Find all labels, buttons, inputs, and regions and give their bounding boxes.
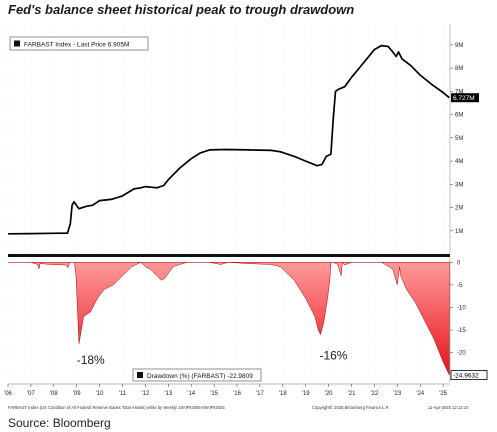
chart-canvas: 1M 2M 3M 4M 5M 6M 7M 8M 9M FARBAST Index - Last … [4,22,488,410]
bottom-legend-label: Drawdown (%) (FARBAST) -22.9809 [147,373,253,380]
x-tick-label: '18 [279,391,287,397]
x-tick-label: '07 [27,391,35,397]
bottom-tick-label: -5 [457,283,463,289]
drawdown-area [8,261,450,376]
bottom-legend-box [132,368,262,382]
x-axis: '06 '07 '08 '09 '10 '11 '12 '13 '14 '15 '16 '17 '18 '… [4,384,448,397]
bottom-legend-swatch [137,372,143,378]
top-plot-area [8,22,450,254]
x-tick-label: '21 [348,391,356,397]
x-tick-label: '24 [416,391,424,397]
bottom-last-value-tag: -24.9632 [450,370,488,380]
bottom-tick-label: -20 [457,351,466,357]
top-last-value-text: 6.727M [453,95,475,102]
top-tick-label: 6M [455,113,463,119]
top-legend: FARBAST Index - Last Price 6.905M [9,36,149,51]
x-tick-label: '22 [371,391,379,397]
bottom-y-ticks: 0 -5 -10 -15 -20 [450,260,466,357]
top-last-value-box [451,93,479,103]
x-tick-label: '23 [393,391,401,397]
bottom-last-value-box [450,370,488,380]
top-tick-label: 4M [455,159,463,165]
chart-title: Fed's balance sheet historical peak to t… [8,2,355,17]
x-tick-label: '15 [210,391,218,397]
bottom-tick-label: -15 [457,328,466,334]
x-tick-label: '12 [141,391,149,397]
drawdown-panel: 0 -5 -10 -15 -20 -18% -16% Drawdown (%) (FARB… [7,258,488,382]
x-tick-label: '14 [187,391,195,397]
bottom-last-value-text: -24.9632 [453,372,479,379]
top-legend-box [9,36,149,51]
bottom-tick-label: 0 [457,260,461,266]
x-tick-label: '19 [302,391,310,397]
top-tick-label: 2M [455,206,463,212]
x-tick-label: '13 [164,391,172,397]
x-tick-label: '09 [73,391,81,397]
bottom-legend: Drawdown (%) (FARBAST) -22.9809 [132,368,262,382]
top-legend-swatch [14,40,20,47]
top-tick-label: 9M [455,43,463,49]
x-tick-label: '10 [96,391,104,397]
drawdown-annotation: -16% [319,348,347,362]
x-tick-label: '16 [233,391,241,397]
top-legend-label: FARBAST Index - Last Price 6.905M [24,42,129,49]
x-tick-label: '20 [325,391,333,397]
bottom-vertical-gridlines [7,260,444,382]
bottom-tick-label: -10 [457,305,466,311]
top-tick-label: 8M [455,66,463,72]
top-tick-label: 3M [455,182,463,188]
top-y-ticks: 1M 2M 3M 4M 5M 6M 7M 8M 9M [450,43,463,235]
top-last-value-tag: 6.727M [451,93,479,103]
top-tick-label: 1M [455,229,463,235]
footer-right: 11-Apr-2025 12:12:10 [428,405,469,410]
x-tick-label: '17 [256,391,264,397]
top-tick-label: 5M [455,136,463,142]
balance-sheet-line [7,44,450,235]
x-tick-label: '25 [439,391,447,397]
drawdown-annotation: -18% [77,353,105,367]
top-tick-label: 7M [455,89,463,95]
footer-left: FARBAST Index (US Condition of All Feder… [8,405,225,410]
source-note: Source: Bloomberg [8,416,111,430]
drawdown-annotations: -18% -16% [77,348,348,367]
x-tick-label: '08 [50,391,58,397]
x-tick-label: '06 [4,391,12,397]
balance-sheet-panel: 1M 2M 3M 4M 5M 6M 7M 8M 9M FARBAST Index - Last … [7,22,479,254]
x-tick-label: '11 [119,391,127,397]
footer-center: Copyright© 2025 Bloomberg Finance L.P. [312,405,389,410]
panel-separator [8,254,450,257]
